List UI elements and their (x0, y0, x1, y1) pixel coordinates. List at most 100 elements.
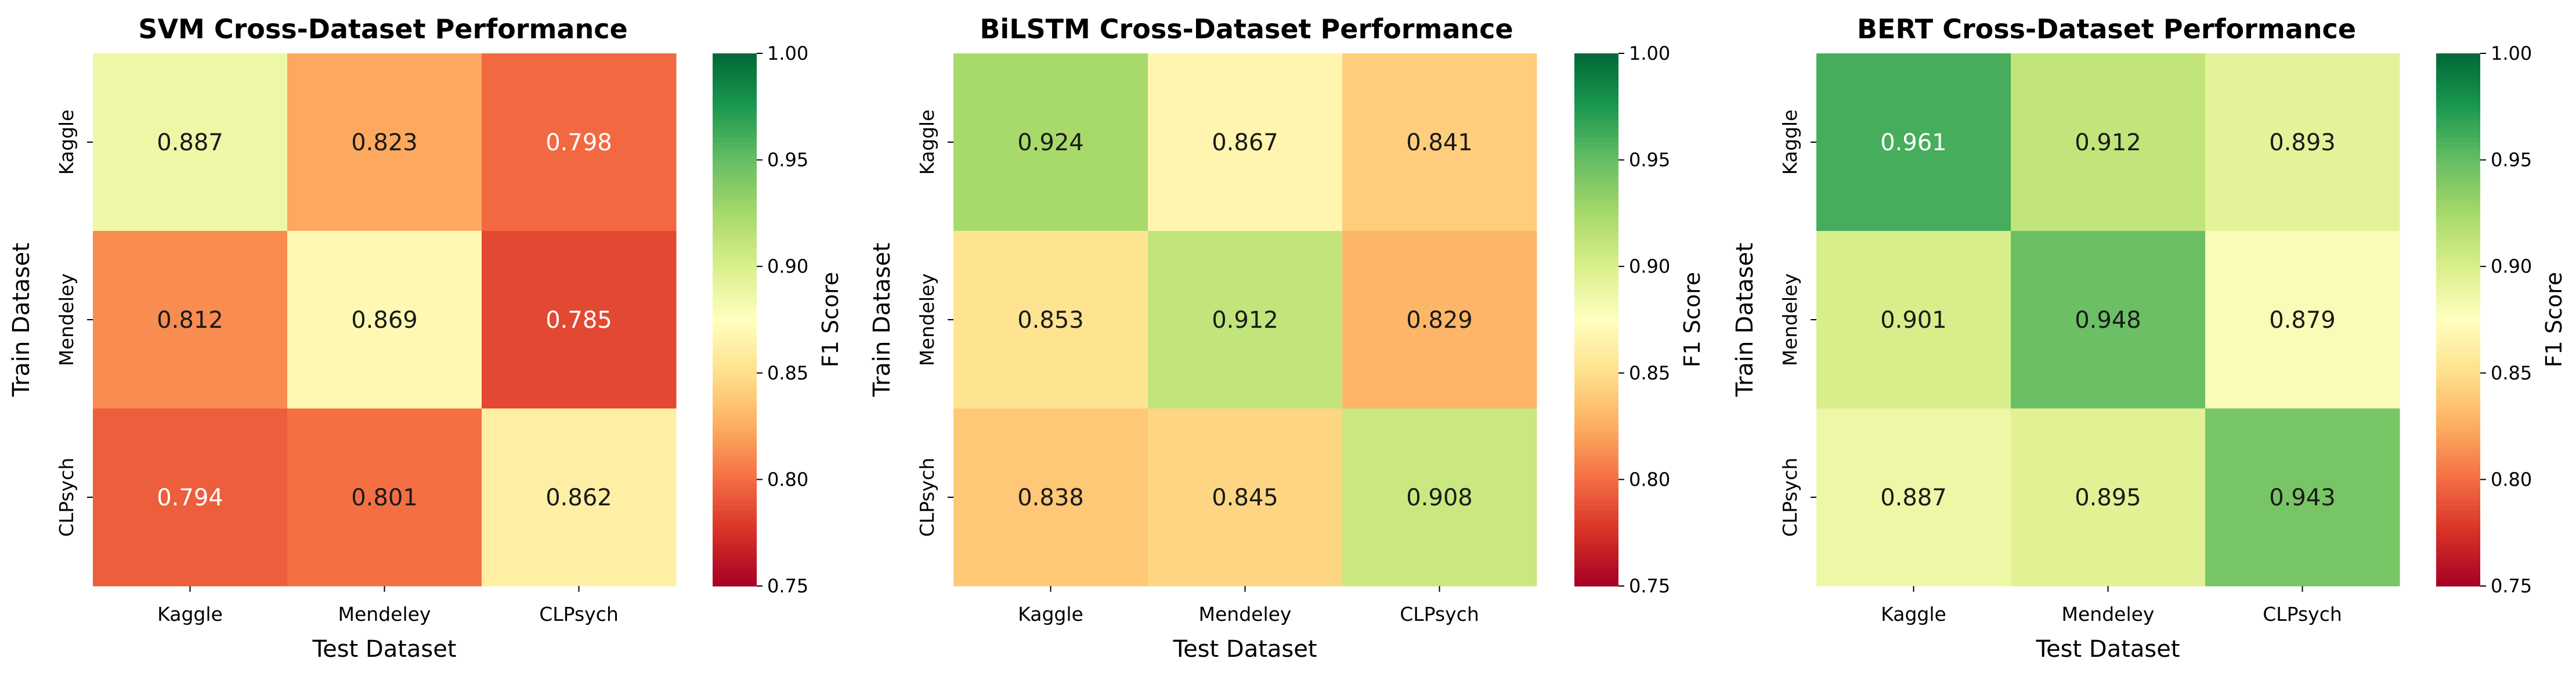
colorbar-slice (2436, 266, 2480, 272)
colorbar-slice (713, 506, 757, 511)
x-axis-label: Test Dataset (2035, 636, 2180, 663)
colorbar-slice (1574, 168, 1618, 174)
colorbar-slice (2436, 248, 2480, 254)
colorbar-slice (1574, 332, 1618, 338)
colorbar-slice (1574, 528, 1618, 533)
colorbar-slice (2436, 399, 2480, 405)
colorbar-slice (2436, 332, 2480, 338)
colorbar-tick-label: 0.90 (2491, 255, 2532, 277)
colorbar-slice (713, 359, 757, 365)
colorbar-slice (2436, 222, 2480, 227)
colorbar-label: F1 Score (1679, 272, 1705, 368)
colorbar-slice (2436, 577, 2480, 583)
colorbar-slice (1574, 266, 1618, 272)
colorbar-slice (1574, 84, 1618, 89)
colorbar-slice (2436, 559, 2480, 565)
colorbar-tick-label: 0.75 (1629, 575, 1670, 597)
colorbar-slice (713, 471, 757, 476)
colorbar-slice (713, 390, 757, 396)
colorbar: 0.75 0.80 0.85 0.90 0.95 1.00 F1 Score (713, 42, 843, 597)
colorbar-slice (1574, 244, 1618, 249)
colorbar-slice (713, 372, 757, 378)
colorbar-slice (1574, 577, 1618, 583)
colorbar-slice (713, 559, 757, 565)
colorbar-tick-label: 0.90 (767, 255, 808, 277)
colorbar-slice (1574, 138, 1618, 143)
cell-value-label: 0.823 (351, 129, 418, 156)
colorbar-slice (2436, 417, 2480, 422)
colorbar-tick-label: 0.80 (767, 468, 808, 490)
x-axis-label: Test Dataset (312, 636, 456, 663)
colorbar-slice (1574, 426, 1618, 432)
colorbar-slice (1574, 173, 1618, 178)
colorbar-slice (713, 431, 757, 436)
cell-value-label: 0.887 (1880, 484, 1947, 511)
colorbar-slice (713, 253, 757, 258)
colorbar-slice (2436, 404, 2480, 409)
colorbar-slice (2436, 377, 2480, 382)
colorbar-slice (713, 435, 757, 440)
colorbar-slice (713, 84, 757, 89)
colorbar-slice (1574, 124, 1618, 129)
heatmap-cell (2011, 53, 2206, 232)
colorbar-slice (1574, 302, 1618, 307)
colorbar-slice (2436, 466, 2480, 471)
colorbar-slice (2436, 461, 2480, 467)
colorbar-slice (1574, 533, 1618, 538)
colorbar-slice (2436, 155, 2480, 161)
heatmap-cell (1816, 408, 2011, 587)
cell-value-label: 0.812 (157, 307, 223, 334)
colorbar-slice (2436, 364, 2480, 369)
colorbar-slice (713, 332, 757, 338)
colorbar-slice (713, 75, 757, 81)
colorbar-slice (713, 164, 757, 169)
colorbar-slice (1574, 97, 1618, 103)
cell-value-label: 0.869 (351, 307, 418, 334)
colorbar-slice (1574, 151, 1618, 156)
colorbar-slice (2436, 231, 2480, 236)
colorbar-slice (713, 523, 757, 529)
colorbar-slice (1574, 288, 1618, 294)
colorbar-slice (2436, 573, 2480, 578)
colorbar-slice (2436, 160, 2480, 165)
chart-title: BERT Cross-Dataset Performance (1857, 13, 2356, 45)
heatmap-cell (1816, 53, 2011, 232)
colorbar-slice (713, 466, 757, 471)
x-tick-label: Mendeley (338, 603, 431, 625)
cell-value-label: 0.912 (2075, 129, 2141, 156)
colorbar-slice (1574, 581, 1618, 587)
colorbar-slice (713, 204, 757, 209)
colorbar-slice (1574, 120, 1618, 125)
colorbar-slice (713, 448, 757, 454)
colorbar-slice (1574, 208, 1618, 214)
colorbar-slice (2436, 386, 2480, 392)
colorbar-slice (1574, 293, 1618, 298)
colorbar-slice (2436, 510, 2480, 516)
colorbar-slice (2436, 519, 2480, 525)
colorbar-slice (2436, 302, 2480, 307)
colorbar-slice (713, 270, 757, 276)
colorbar-slice (1574, 515, 1618, 520)
colorbar-slice (1574, 93, 1618, 99)
colorbar-slice (713, 186, 757, 191)
colorbar-slice (2436, 111, 2480, 116)
colorbar-slice (2436, 57, 2480, 63)
x-tick-label: Kaggle (1881, 603, 1946, 625)
colorbar-tick-label: 1.00 (1629, 42, 1670, 64)
colorbar-slice (1574, 453, 1618, 458)
colorbar-slice (1574, 337, 1618, 343)
colorbar-slice (713, 346, 757, 352)
colorbar-slice (713, 155, 757, 161)
colorbar-slice (713, 386, 757, 392)
colorbar-slice (1574, 386, 1618, 392)
cell-value-label: 0.845 (1212, 484, 1278, 511)
x-tick-label: Kaggle (157, 603, 223, 625)
colorbar-slice (2436, 523, 2480, 529)
colorbar-slice (2436, 297, 2480, 303)
heatmap-cell (93, 231, 288, 409)
colorbar-slice (2436, 395, 2480, 400)
colorbar-slice (2436, 320, 2480, 325)
heatmap-cell (2205, 408, 2400, 587)
colorbar-slice (1574, 479, 1618, 484)
colorbar-slice (2436, 262, 2480, 267)
